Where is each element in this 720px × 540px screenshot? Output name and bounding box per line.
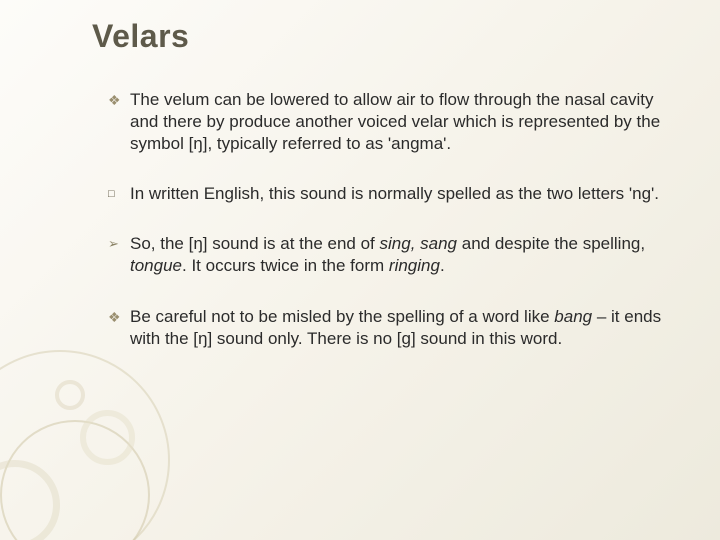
bullet-item: ➢ So, the [ŋ] sound is at the end of sin…	[108, 233, 680, 277]
slide-title: Velars	[92, 18, 680, 55]
bullet-text: The velum can be lowered to allow air to…	[130, 89, 680, 155]
square-bullet-icon: □	[108, 183, 130, 205]
bullet-item: ❖ Be careful not to be misled by the spe…	[108, 306, 680, 350]
diamond-bullet-icon: ❖	[108, 89, 130, 111]
bullet-item: □ In written English, this sound is norm…	[108, 183, 680, 205]
bullet-list: ❖ The velum can be lowered to allow air …	[80, 89, 680, 350]
bullet-text: Be careful not to be misled by the spell…	[130, 306, 680, 350]
decorative-circles	[0, 340, 200, 540]
bullet-item: ❖ The velum can be lowered to allow air …	[108, 89, 680, 155]
arrow-bullet-icon: ➢	[108, 233, 130, 255]
slide: Velars ❖ The velum can be lowered to all…	[0, 0, 720, 540]
bullet-text: So, the [ŋ] sound is at the end of sing,…	[130, 233, 680, 277]
bullet-text: In written English, this sound is normal…	[130, 183, 680, 205]
diamond-bullet-icon: ❖	[108, 306, 130, 328]
